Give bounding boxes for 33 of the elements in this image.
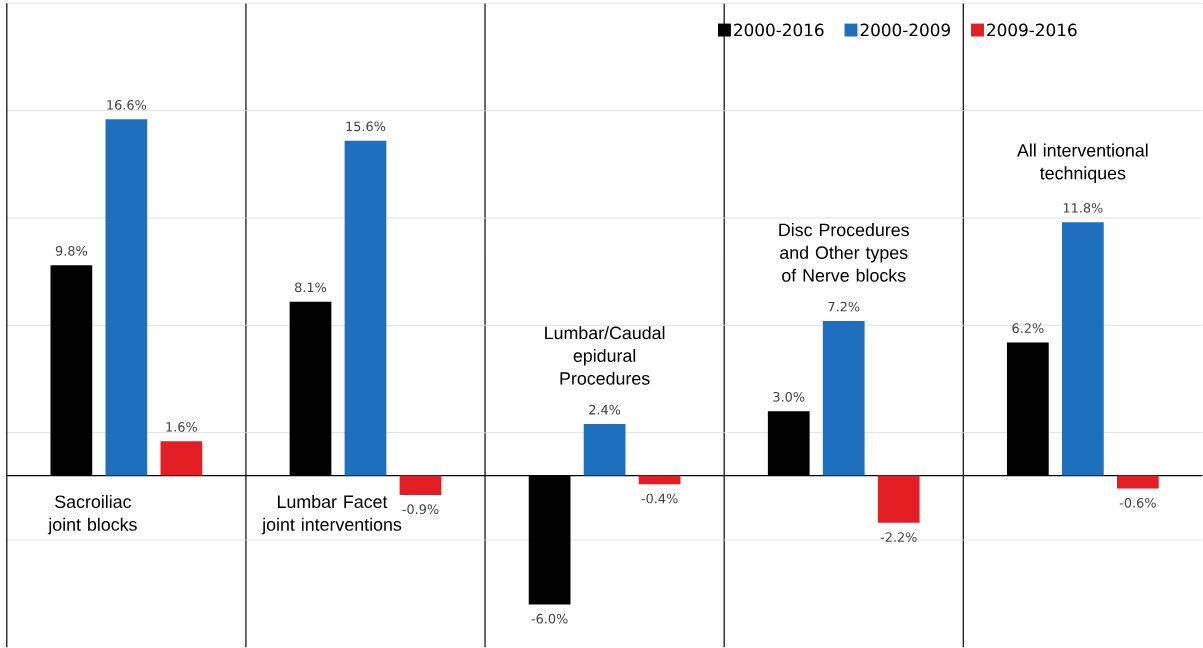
- bar: [583, 424, 626, 476]
- data-label: 16.6%: [107, 100, 147, 110]
- data-label: 11.8%: [1063, 203, 1103, 213]
- data-label: 15.6%: [346, 121, 386, 132]
- data-label: 1.6%: [166, 422, 198, 432]
- legend-label: 2000-2016: [734, 23, 824, 37]
- data-label: -0.6%: [1119, 497, 1156, 508]
- x-tick-label: Sacroiliac joint blocks: [47, 495, 137, 535]
- bar: [399, 475, 442, 495]
- legend-label: 2009-2016: [987, 23, 1077, 37]
- bar: [638, 475, 681, 485]
- data-label: -0.9%: [402, 504, 439, 515]
- data-label: -0.4%: [641, 493, 678, 504]
- bar: [1061, 222, 1104, 476]
- data-label: -2.2%: [880, 532, 917, 543]
- bar: [822, 321, 865, 476]
- bar: [344, 140, 387, 476]
- bar: [105, 119, 148, 476]
- bar: [877, 475, 920, 523]
- x-tick-label: Lumbar Facet joint interventions: [261, 495, 402, 535]
- x-tick-label: Disc Procedures and Other types of Nerve blocks: [779, 223, 909, 282]
- data-label: 8.1%: [295, 282, 327, 293]
- data-label: 2.4%: [589, 404, 621, 415]
- data-label: 3.0%: [773, 392, 805, 402]
- bar: [1116, 475, 1159, 489]
- data-label: 6.2%: [1012, 323, 1044, 334]
- bar: [160, 441, 203, 476]
- legend-label: 2000-2009: [860, 23, 950, 37]
- data-label: 7.2%: [828, 301, 860, 312]
- x-tick-label: Lumbar/Caudal epidural Procedures: [545, 326, 665, 385]
- x-tick-label: All interventional techniques: [1017, 143, 1148, 184]
- data-label: -6.0%: [531, 613, 568, 624]
- data-label: 9.8%: [55, 246, 88, 256]
